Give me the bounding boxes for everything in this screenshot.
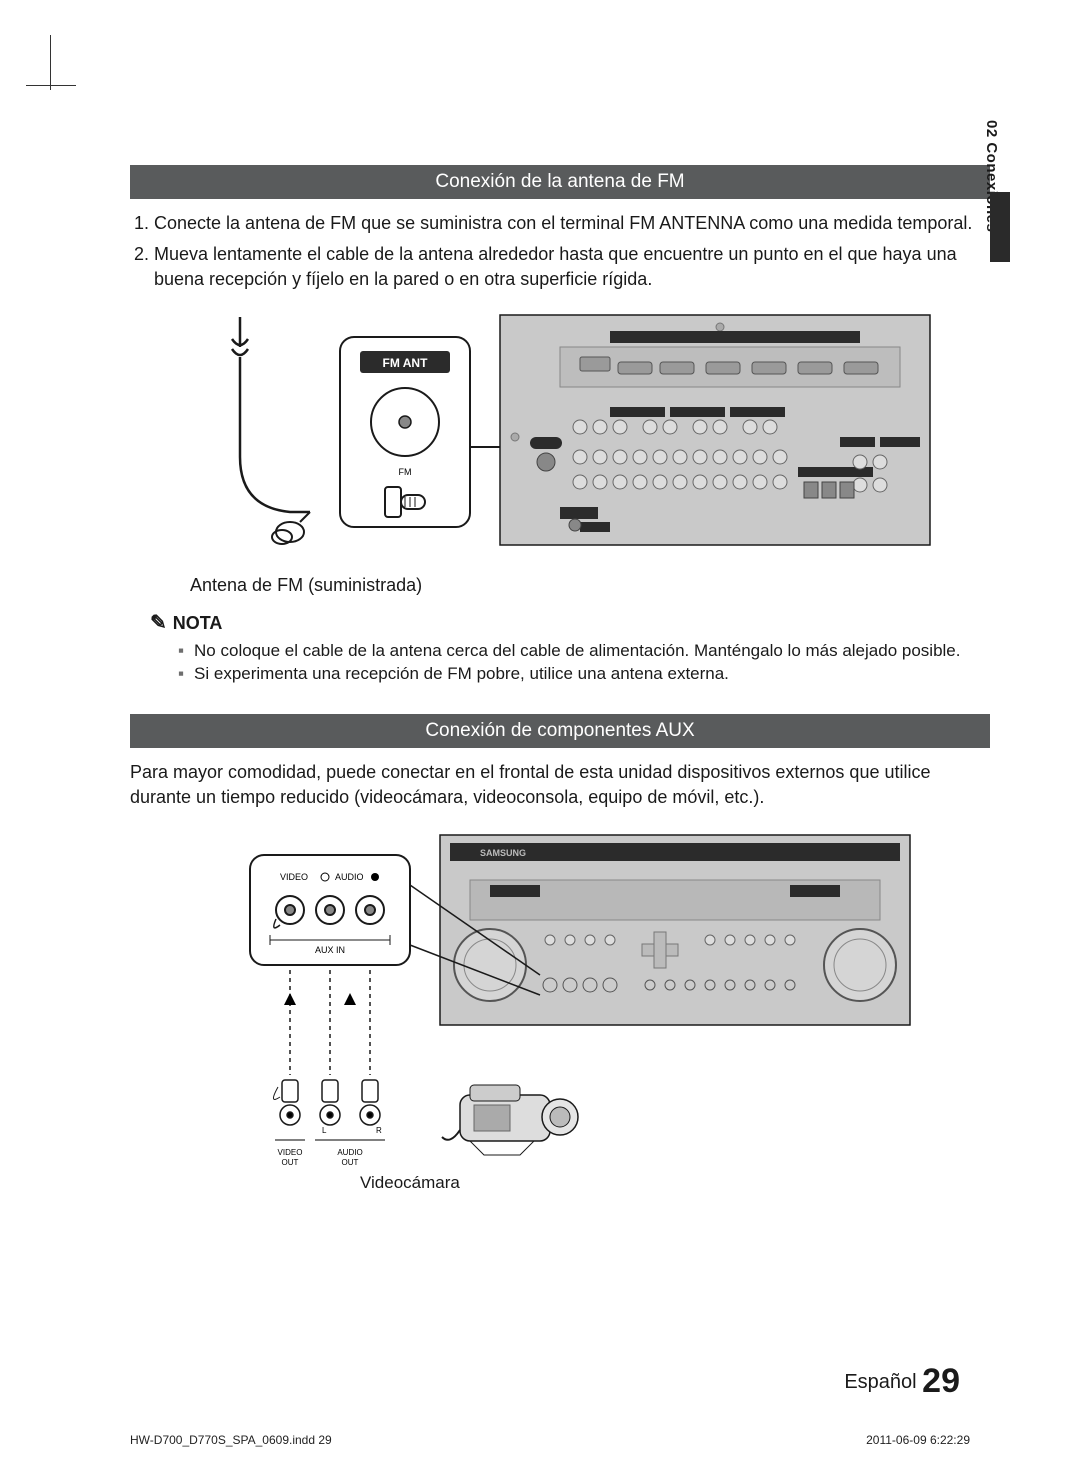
step-1: Conecte la antena de FM que se suministr…	[154, 211, 990, 236]
note-2: Si experimenta una recepción de FM pobre…	[178, 662, 990, 686]
aux-paragraph: Para mayor comodidad, puede conectar en …	[130, 760, 990, 810]
audio-out-1: AUDIO	[337, 1148, 362, 1157]
print-metadata: HW-D700_D770S_SPA_0609.indd 29 2011-06-0…	[130, 1433, 970, 1447]
videocam-label: Videocámara	[360, 1173, 990, 1193]
samsung-logo: SAMSUNG	[480, 848, 526, 858]
side-tab: 02 Conexiones	[968, 120, 1000, 300]
l-label: L	[322, 1126, 327, 1135]
r-label: R	[376, 1126, 382, 1135]
video-label: VIDEO	[280, 872, 308, 882]
audio-label: AUDIO	[335, 872, 364, 882]
note-icon: ✎	[150, 612, 167, 634]
fm-ant-label: FM ANT	[383, 356, 429, 370]
manual-page: 02 Conexiones Conexión de la antena de F…	[0, 0, 1080, 1479]
video-out-2: OUT	[282, 1158, 299, 1167]
audio-out-2: OUT	[342, 1158, 359, 1167]
note-1: No coloque el cable de la antena cerca d…	[178, 639, 990, 663]
footer-page-number: 29	[922, 1362, 960, 1400]
section-title-aux: Conexión de componentes AUX	[130, 714, 990, 748]
crop-marks	[50, 35, 71, 90]
section-title-fm: Conexión de la antena de FM	[130, 165, 990, 199]
aux-diagram: SAMSUNG	[180, 825, 940, 1195]
fm-caption: Antena de FM (suministrada)	[190, 575, 990, 596]
fm-antenna-diagram: FM ANT FM	[180, 307, 940, 567]
nota-list: No coloque el cable de la antena cerca d…	[130, 639, 990, 687]
side-tab-marker	[990, 192, 1010, 262]
footer-lang: Español	[844, 1371, 916, 1393]
fm-steps: Conecte la antena de FM que se suministr…	[130, 211, 990, 293]
nota-heading: ✎NOTA	[150, 610, 990, 635]
aux-in-label: AUX IN	[315, 945, 345, 955]
content-area: Conexión de la antena de FM Conecte la a…	[130, 45, 990, 1193]
print-file: HW-D700_D770S_SPA_0609.indd 29	[130, 1433, 332, 1447]
page-footer: Español 29	[844, 1362, 960, 1401]
print-timestamp: 2011-06-09 6:22:29	[866, 1433, 970, 1447]
video-out-1: VIDEO	[278, 1148, 303, 1157]
step-2: Mueva lentamente el cable de la antena a…	[154, 242, 990, 292]
fm-label: FM	[399, 467, 412, 477]
